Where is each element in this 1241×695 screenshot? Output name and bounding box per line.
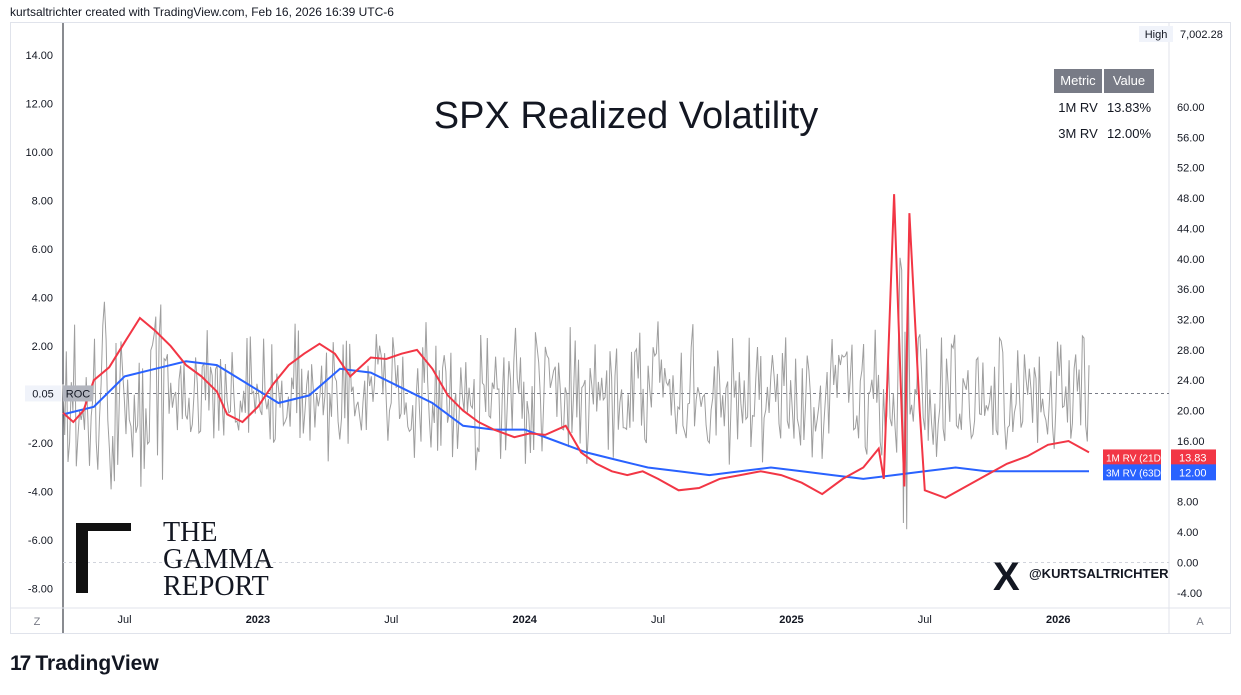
gamma-line1: THE xyxy=(163,517,217,548)
rv3m-value: 12.00 xyxy=(1179,467,1207,479)
left-tick-label: -8.00 xyxy=(28,584,53,596)
roc-label-bg xyxy=(63,385,93,402)
rv1m-value: 13.83 xyxy=(1179,452,1207,464)
left-tick-label: -6.00 xyxy=(28,535,53,547)
left-tick-label: 12.00 xyxy=(25,99,53,111)
roc-value-bg xyxy=(25,385,61,402)
table-header-value: Value xyxy=(1113,73,1145,88)
right-tick-label: 56.00 xyxy=(1177,132,1205,144)
chart-title: SPX Realized Volatility xyxy=(434,95,818,137)
table-header-bg xyxy=(1104,69,1154,93)
table-value: 12.00% xyxy=(1107,126,1152,141)
table-metric: 1M RV xyxy=(1058,100,1098,115)
left-tick-label: 2.00 xyxy=(32,341,53,353)
x-tick-label: 2024 xyxy=(512,614,537,626)
high-label-bg xyxy=(1139,26,1173,42)
x-tick-label: Jul xyxy=(918,614,932,626)
right-tick-label: 44.00 xyxy=(1177,223,1205,235)
rv1m-line xyxy=(62,194,1090,499)
gamma-logo-icon xyxy=(76,523,131,531)
left-tick-label: 14.00 xyxy=(25,50,53,62)
right-tick-label: 60.00 xyxy=(1177,102,1205,114)
table-header-metric: Metric xyxy=(1060,73,1096,88)
right-tick-label: 52.00 xyxy=(1177,163,1205,175)
corner-a: A xyxy=(1196,616,1204,628)
left-tick-label: 10.00 xyxy=(25,147,53,159)
high-value: 7,002.28 xyxy=(1180,29,1223,41)
right-tick-label: 0.00 xyxy=(1177,557,1198,569)
roc-value: 0.05 xyxy=(32,388,53,400)
chart-frame[interactable]: 14.00 12.00 10.00 8.00 6.00 4.00 2.00 -2.00 -4.0… xyxy=(10,22,1231,634)
right-tick-label: 36.00 xyxy=(1177,284,1205,296)
chart-svg[interactable]: 14.00 12.00 10.00 8.00 6.00 4.00 2.00 -2.00 -4.0… xyxy=(11,23,1230,633)
left-tick-label: 6.00 xyxy=(32,244,53,256)
right-tick-label: 32.00 xyxy=(1177,315,1205,327)
right-tick-label: 16.00 xyxy=(1177,436,1205,448)
high-label: High xyxy=(1145,29,1168,41)
left-tick-label: -2.00 xyxy=(28,438,53,450)
right-tick-label: 48.00 xyxy=(1177,193,1205,205)
x-tick-label: Jul xyxy=(384,614,398,626)
right-tick-label: 24.00 xyxy=(1177,375,1205,387)
x-tick-label: 2023 xyxy=(246,614,270,626)
left-tick-label: -4.00 xyxy=(28,487,53,499)
rv3m-value-bg xyxy=(1171,464,1216,481)
rv3m-label-bg xyxy=(1103,464,1161,481)
table-metric: 3M RV xyxy=(1058,126,1098,141)
left-tick-label: 8.00 xyxy=(32,196,53,208)
tradingview-logo-icon: 17 xyxy=(10,652,31,675)
right-tick-label: -4.00 xyxy=(1177,588,1202,600)
corner-z: Z xyxy=(34,616,41,628)
gamma-logo-icon xyxy=(76,523,88,593)
left-tick-label: 4.00 xyxy=(32,293,53,305)
tradingview-name: TradingView xyxy=(35,652,159,675)
rv1m-value-bg xyxy=(1171,449,1216,466)
x-tick-label: Jul xyxy=(651,614,665,626)
rv3m-line xyxy=(62,360,1089,480)
roc-series-line xyxy=(62,257,1090,530)
right-tick-label: 40.00 xyxy=(1177,254,1205,266)
right-tick-label: 4.00 xyxy=(1177,527,1198,539)
rv1m-label: 1M RV (21D) xyxy=(1106,453,1164,464)
right-tick-label: 28.00 xyxy=(1177,345,1205,357)
x-tick-label: Jul xyxy=(118,614,132,626)
x-tick-label: 2026 xyxy=(1046,614,1070,626)
roc-label: ROC xyxy=(66,388,91,400)
x-tick-label: 2025 xyxy=(779,614,803,626)
right-tick-label: 20.00 xyxy=(1177,406,1205,418)
attribution-text: kurtsaltrichter created with TradingView… xyxy=(10,5,394,19)
right-tick-label: 8.00 xyxy=(1177,497,1198,509)
x-logo-icon: X xyxy=(993,555,1020,599)
x-handle: @KURTSALTRICHTER xyxy=(1029,566,1169,581)
table-header-bg xyxy=(1054,69,1102,93)
gamma-line2: GAMMA xyxy=(163,544,274,575)
rv1m-label-bg xyxy=(1103,449,1161,466)
table-value: 13.83% xyxy=(1107,100,1152,115)
gamma-line3: REPORT xyxy=(163,571,269,602)
tradingview-brand[interactable]: 17 TradingView xyxy=(10,652,159,676)
rv3m-label: 3M RV (63D) xyxy=(1106,468,1164,479)
